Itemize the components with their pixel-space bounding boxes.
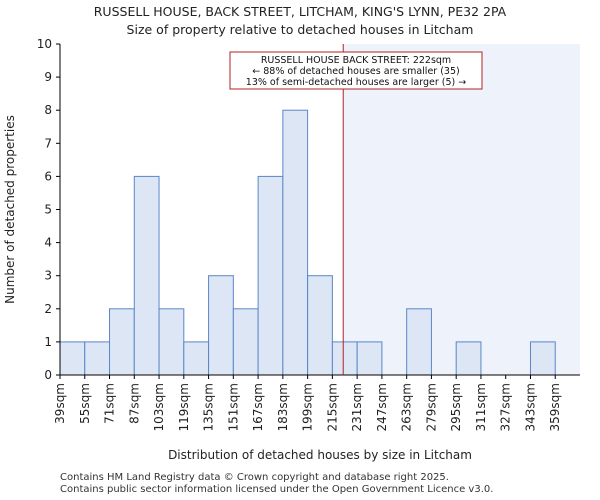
histogram-bar <box>331 341 358 376</box>
x-tick-label: 183sqm <box>276 383 290 431</box>
histogram-bar <box>257 175 284 376</box>
x-tick-label: 71sqm <box>103 383 117 424</box>
x-tick-label: 87sqm <box>127 383 141 424</box>
histogram-bar <box>183 341 210 376</box>
y-tick-label: 7 <box>44 136 52 150</box>
x-tick-label: 215sqm <box>325 383 339 431</box>
y-tick-label: 10 <box>37 37 52 51</box>
histogram-bar <box>455 341 482 376</box>
chart-title: RUSSELL HOUSE, BACK STREET, LITCHAM, KIN… <box>93 4 507 19</box>
y-tick-label: 8 <box>44 103 52 117</box>
footer-line-1: Contains HM Land Registry data © Crown c… <box>60 472 449 483</box>
footer-line-2: Contains public sector information licen… <box>60 484 494 495</box>
histogram-bar <box>59 341 86 376</box>
x-tick-label: 343sqm <box>523 383 537 431</box>
x-tick-label: 295sqm <box>449 383 463 431</box>
y-tick-label: 6 <box>44 169 52 183</box>
y-tick-label: 0 <box>44 368 52 382</box>
histogram-bar <box>356 341 383 376</box>
histogram-bar <box>307 275 333 376</box>
histogram-bar <box>232 308 259 376</box>
x-tick-label: 263sqm <box>400 383 414 431</box>
histogram-bar <box>133 175 160 376</box>
x-tick-label: 199sqm <box>301 383 315 431</box>
x-tick-label: 279sqm <box>424 383 438 431</box>
x-tick-label: 327sqm <box>499 383 513 431</box>
y-tick-label: 9 <box>44 70 52 84</box>
annotation-box <box>229 51 483 90</box>
histogram-bar <box>406 308 432 376</box>
x-tick-label: 247sqm <box>375 383 389 431</box>
histogram-bar <box>158 308 185 376</box>
x-tick-label: 231sqm <box>350 383 364 431</box>
annotation-line-2: ← 88% of detached houses are smaller (35… <box>252 66 459 77</box>
y-tick-label: 1 <box>44 335 52 349</box>
x-tick-label: 55sqm <box>78 383 92 424</box>
histogram-bar <box>282 109 309 376</box>
x-tick-label: 311sqm <box>474 383 488 431</box>
annotation-line-3: 13% of semi-detached houses are larger (… <box>246 77 466 88</box>
y-axis-label: Number of detached properties <box>3 115 17 304</box>
y-tick-label: 5 <box>44 203 52 217</box>
y-tick-label: 3 <box>44 269 52 283</box>
x-tick-label: 167sqm <box>251 383 265 431</box>
x-axis-label: Distribution of detached houses by size … <box>168 448 472 462</box>
histogram-bar <box>208 275 234 376</box>
annotation-line-1: RUSSELL HOUSE BACK STREET: 222sqm <box>261 55 451 66</box>
histogram-bar <box>529 341 556 376</box>
x-tick-label: 135sqm <box>202 383 216 431</box>
histogram-bar <box>84 341 111 376</box>
x-tick-label: 119sqm <box>177 383 191 431</box>
x-tick-label: 103sqm <box>152 383 166 431</box>
chart-subtitle: Size of property relative to detached ho… <box>126 22 474 37</box>
y-tick-label: 2 <box>44 302 52 316</box>
histogram-bar <box>109 308 135 376</box>
x-tick-label: 151sqm <box>226 383 240 431</box>
x-tick-label: 39sqm <box>53 383 67 424</box>
y-tick-label: 4 <box>44 236 52 250</box>
larger-region-shade <box>343 44 580 375</box>
x-tick-label: 359sqm <box>548 383 562 431</box>
